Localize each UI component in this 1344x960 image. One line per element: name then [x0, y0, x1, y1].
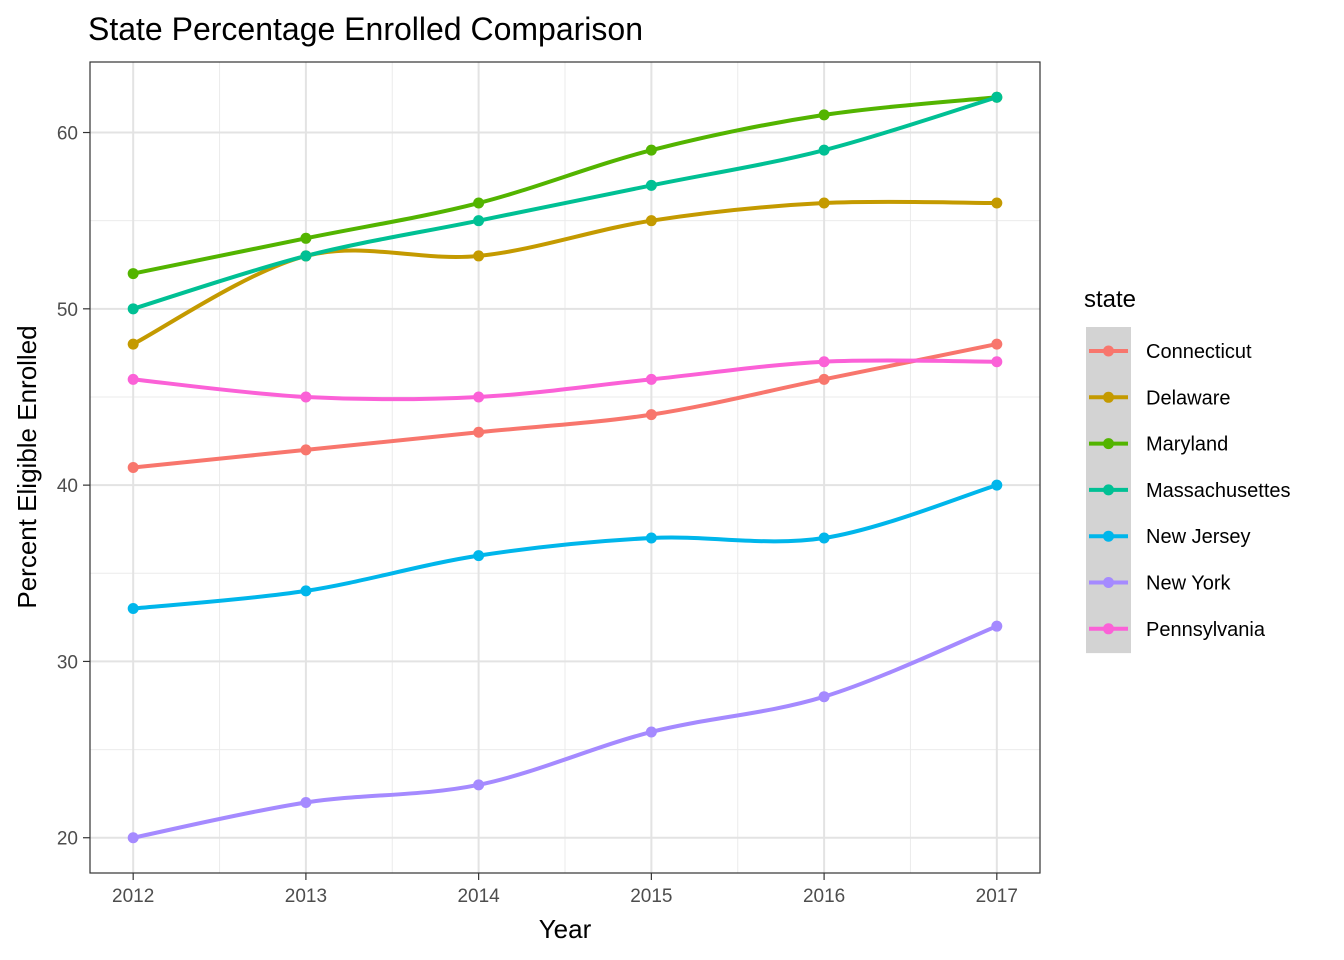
data-point-6-4 [818, 356, 830, 368]
data-point-6-5 [991, 356, 1003, 368]
y-tick-label: 40 [57, 476, 78, 497]
y-tick-label: 30 [57, 652, 78, 673]
x-tick-label: 2013 [285, 886, 327, 907]
legend-label-6: Pennsylvania [1146, 619, 1266, 641]
legend-title: state [1084, 286, 1136, 313]
x-tick-label: 2012 [112, 886, 154, 907]
plot-border [89, 61, 1041, 874]
data-point-5-3 [645, 726, 657, 738]
data-point-5-4 [818, 691, 830, 703]
y-tick-label: 60 [57, 124, 78, 145]
legend-key-point-5 [1103, 577, 1114, 588]
series-line-5 [131, 624, 999, 840]
series-line-4 [131, 483, 999, 611]
data-point-5-2 [473, 779, 485, 791]
y-tick-label: 20 [57, 829, 78, 850]
y-tick-label: 50 [57, 300, 78, 321]
data-point-4-4 [818, 532, 830, 544]
data-point-1-3 [645, 215, 657, 227]
series-line-1 [131, 199, 999, 347]
data-point-0-1 [300, 444, 312, 456]
x-tick-label: 2015 [630, 886, 672, 907]
series-line-0 [131, 342, 999, 470]
data-point-1-0 [127, 338, 139, 350]
data-point-6-1 [300, 391, 312, 403]
data-point-3-1 [300, 250, 312, 262]
data-point-2-3 [645, 144, 657, 156]
data-point-6-2 [473, 391, 485, 403]
data-point-1-5 [991, 197, 1003, 209]
legend-label-2: Maryland [1146, 434, 1228, 456]
data-point-1-2 [473, 250, 485, 262]
legend-key-point-0 [1103, 345, 1114, 357]
x-axis-title: Year [539, 914, 592, 944]
data-point-4-5 [991, 479, 1003, 491]
data-point-0-2 [473, 426, 485, 438]
data-point-3-4 [818, 144, 830, 156]
data-point-4-0 [127, 603, 139, 615]
series-line-3 [131, 95, 999, 311]
data-point-3-0 [127, 303, 139, 315]
data-point-6-3 [645, 373, 657, 385]
data-point-2-1 [300, 232, 312, 244]
legend-label-1: Delaware [1146, 387, 1230, 409]
data-point-3-2 [473, 215, 485, 227]
data-point-0-3 [645, 409, 657, 421]
data-point-2-4 [818, 109, 830, 121]
data-point-4-1 [300, 585, 312, 597]
data-point-6-0 [127, 373, 139, 385]
data-point-3-3 [645, 179, 657, 191]
x-tick-label: 2017 [976, 886, 1018, 907]
legend-label-5: New York [1146, 573, 1231, 595]
legend-key-point-6 [1103, 623, 1114, 635]
series-line-6 [131, 358, 999, 402]
data-point-5-1 [300, 796, 312, 808]
data-point-2-0 [127, 268, 139, 280]
x-tick-label: 2016 [803, 886, 845, 907]
legend: state Connecticut Delaware Maryland Massach… [1084, 286, 1291, 654]
data-point-0-4 [818, 373, 830, 385]
legend-key-point-4 [1103, 530, 1114, 542]
legend-label-4: New Jersey [1146, 526, 1250, 548]
x-tick-label: 2014 [457, 886, 500, 907]
y-axis-title: Percent Eligible Enrolled [12, 325, 42, 608]
legend-key-point-2 [1103, 438, 1114, 450]
data-point-4-2 [473, 550, 485, 562]
data-point-0-5 [991, 338, 1003, 350]
data-point-4-3 [645, 532, 657, 544]
data-point-1-4 [818, 197, 830, 209]
series-line-2 [131, 95, 999, 276]
legend-key-point-3 [1103, 484, 1114, 496]
legend-label-3: Massachusettes [1146, 480, 1291, 502]
data-point-2-2 [473, 197, 485, 209]
data-point-5-5 [991, 620, 1003, 632]
data-point-0-0 [127, 462, 139, 473]
legend-key-point-1 [1103, 391, 1114, 403]
legend-label-0: Connecticut [1146, 341, 1252, 363]
chart-title: State Percentage Enrolled Comparison [88, 11, 643, 47]
plot-panel: 2012 2013 2014 2015 2016 2017 20 30 40 50 60 [57, 61, 1041, 907]
data-point-5-0 [127, 832, 139, 844]
data-point-3-5 [991, 91, 1003, 103]
